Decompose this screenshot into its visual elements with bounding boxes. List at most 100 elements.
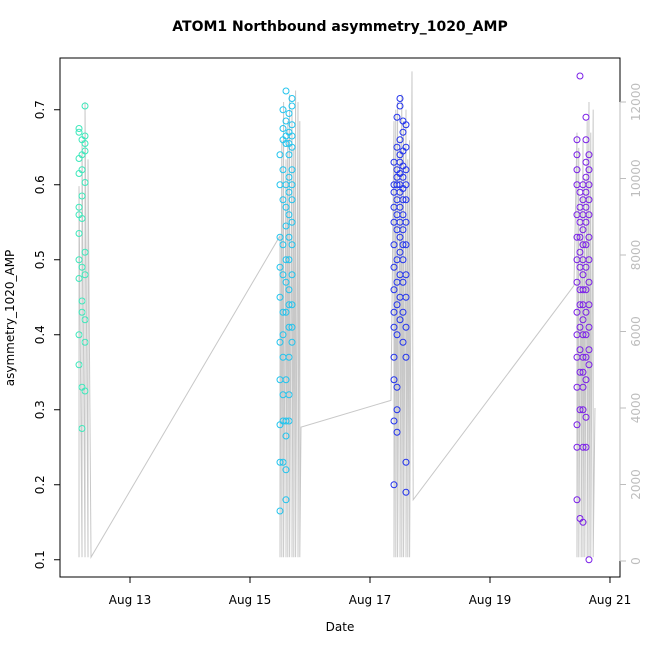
point [390,323,398,331]
point [396,248,404,256]
point [576,406,584,414]
point [279,196,287,204]
point [393,406,401,414]
line-series [78,71,596,560]
point [402,458,410,466]
point [75,331,83,339]
point [573,496,581,504]
point [399,128,407,136]
point [399,196,407,204]
point [282,222,290,230]
point [582,353,590,361]
point [78,263,86,271]
point [582,443,590,451]
point [279,458,287,466]
point [282,256,290,264]
point [282,466,290,474]
y2-tick-label: 0 [629,557,643,565]
point [81,248,89,256]
point [579,353,587,361]
point [393,428,401,436]
point [390,353,398,361]
point [276,507,284,515]
point [285,417,293,425]
point [402,143,410,151]
point [279,271,287,279]
point [285,173,293,181]
x-tick-label: Aug 19 [469,593,512,607]
point [279,106,287,114]
point [399,211,407,219]
point [78,297,86,305]
point [81,387,89,395]
point [396,233,404,241]
point [399,173,407,181]
point [279,166,287,174]
point [81,179,89,186]
point [279,331,287,339]
point [576,188,584,196]
point [276,458,284,466]
point [399,226,407,234]
point [288,143,296,151]
point [393,331,401,339]
point [579,368,587,376]
point [579,241,587,249]
point [393,301,401,309]
point [288,181,296,189]
point [81,140,89,147]
point [396,203,404,211]
y-tick-label: 0.4 [33,325,47,344]
y-tick-label: 0.2 [33,475,47,494]
point [288,121,296,129]
point [393,113,401,121]
point [573,166,581,174]
point [288,301,296,309]
point [579,331,587,339]
point [393,181,401,189]
point [288,102,296,110]
point [402,121,410,129]
point [282,496,290,504]
y2-tick-label: 10000 [629,159,643,197]
y2-tick-label: 2000 [629,469,643,500]
point [282,432,290,440]
y-tick-label: 0.3 [33,400,47,419]
point [573,278,581,286]
point [288,241,296,249]
point [285,233,293,241]
point [78,166,86,174]
point [582,158,590,166]
point [288,338,296,346]
point [288,166,296,174]
point [78,308,86,316]
point [78,192,86,200]
point [288,323,296,331]
point [582,376,590,384]
point [282,87,290,95]
point [576,72,584,80]
point [282,376,290,384]
point [285,211,293,219]
point [579,383,587,391]
point [582,173,590,181]
y-tick-label: 0.6 [33,175,47,194]
point [396,316,404,324]
point [390,241,398,249]
point [75,361,83,369]
point [402,293,410,301]
point [573,136,581,144]
point [276,151,284,159]
point [585,211,593,219]
point [579,443,587,451]
x-tick-label: Aug 15 [229,593,272,607]
point [576,368,584,376]
point [282,117,290,125]
point [582,308,590,316]
point [402,218,410,226]
point [288,271,296,279]
x-tick-label: Aug 13 [109,593,152,607]
point [576,248,584,256]
point [288,95,296,102]
